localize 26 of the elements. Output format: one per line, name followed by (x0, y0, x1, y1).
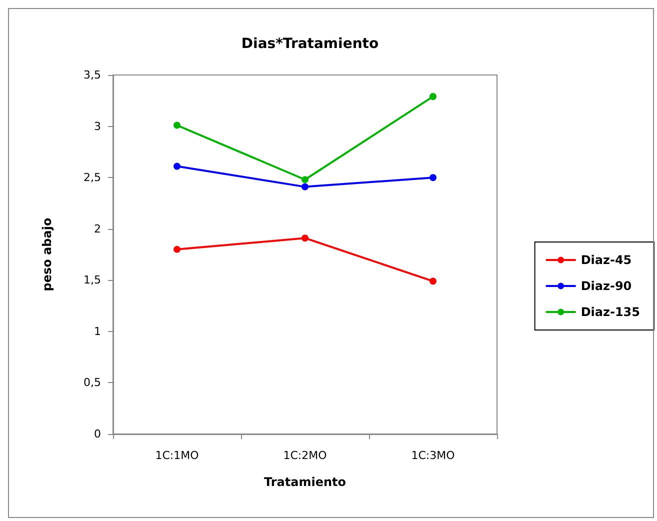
point (174, 122, 180, 129)
y-tick-label: 2,5 (84, 171, 101, 184)
y-tick-label: 0 (94, 428, 101, 440)
point (302, 176, 308, 184)
point (430, 93, 436, 100)
x-tick-label: 1C:2MO (283, 449, 328, 462)
point (430, 278, 436, 285)
point (174, 162, 180, 170)
x-tick-label: 1C:3MO (411, 449, 456, 462)
point (302, 234, 308, 242)
y-tick-label: 1 (94, 324, 101, 338)
point (302, 183, 308, 190)
point (174, 246, 180, 253)
y-axis-title: peso abajo (40, 218, 54, 292)
y-tick-label: 0,5 (84, 376, 101, 390)
legend-label: Diaz-45 (580, 253, 632, 267)
y-tick-label: 3 (94, 120, 101, 133)
y-tick-label: 2 (94, 222, 101, 236)
point (430, 174, 436, 182)
legend-label: Diaz-90 (580, 279, 632, 293)
y-tick-label: 3,5 (84, 68, 101, 82)
chart-title: Dias*Tratamiento (241, 36, 379, 52)
x-axis-title: Tratamiento (264, 475, 346, 489)
y-tick-label: 1,5 (84, 274, 101, 287)
x-tick-label: 1C:1MO (155, 449, 200, 462)
legend-label: Diaz-135 (580, 305, 640, 319)
